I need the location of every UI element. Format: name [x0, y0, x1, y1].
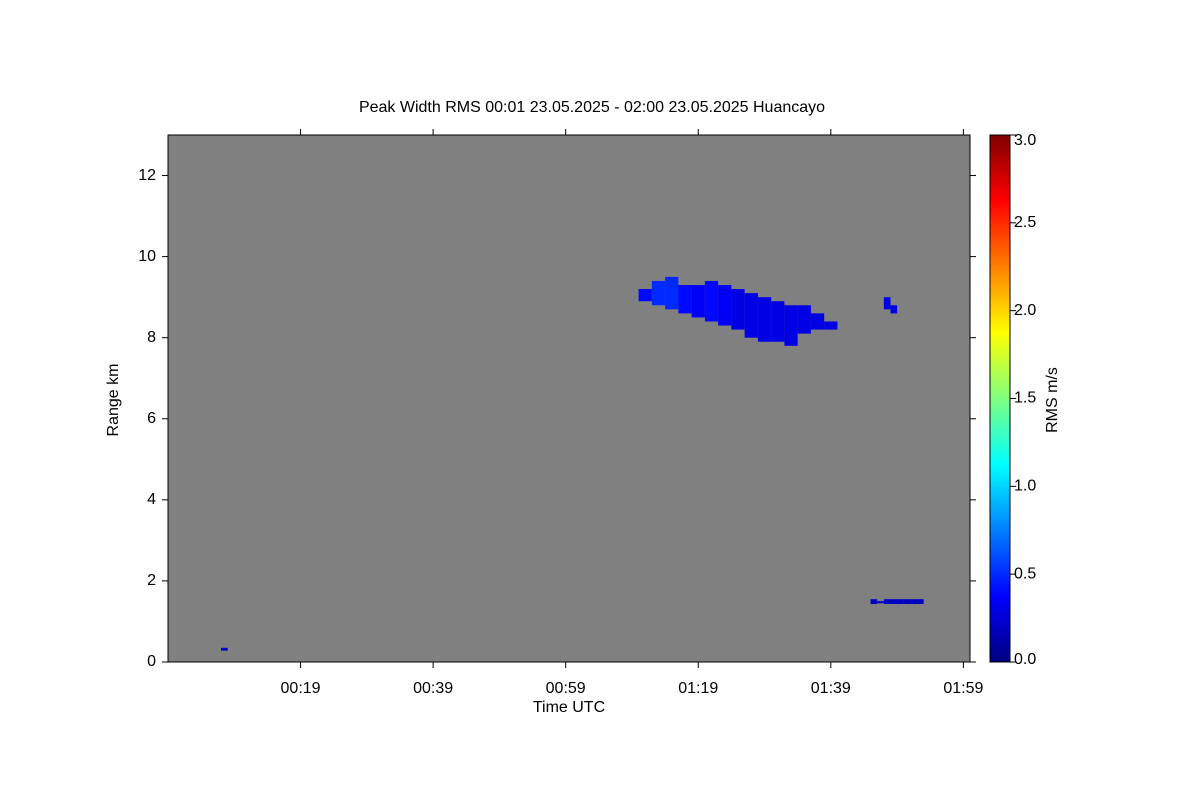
- x-tick-label: 01:19: [678, 680, 718, 697]
- echo-cell: [890, 599, 898, 605]
- colorbar-tick-label: 2.0: [1014, 302, 1036, 319]
- x-tick-label: 01:39: [811, 680, 851, 697]
- echo-cell: [910, 599, 917, 605]
- echo-cell: [757, 297, 772, 342]
- echo-cell: [665, 276, 679, 310]
- echo-cell: [718, 284, 732, 326]
- echo-cell: [810, 313, 825, 330]
- x-axis-label: Time UTC: [533, 699, 605, 716]
- y-tick-label: 10: [138, 248, 156, 265]
- echo-cell: [883, 599, 891, 605]
- echo-cell: [744, 293, 758, 338]
- colorbar-tick-label: 2.5: [1014, 214, 1036, 231]
- echo-cell: [731, 289, 745, 330]
- echo-cell: [784, 305, 798, 346]
- chart-title: Peak Width RMS 00:01 23.05.2025 - 02:00 …: [359, 99, 825, 116]
- echo-cell: [890, 305, 898, 314]
- y-tick-label: 4: [147, 491, 156, 508]
- echo-cell: [651, 280, 666, 306]
- colorbar: [989, 134, 1011, 663]
- x-tick-label: 00:59: [546, 680, 586, 697]
- echo-cell: [883, 297, 891, 310]
- colorbar-tick-label: 1.0: [1014, 478, 1036, 495]
- x-tick-label: 00:39: [413, 680, 453, 697]
- echo-cell: [897, 599, 904, 605]
- echo-cell: [877, 601, 884, 604]
- x-tick-label: 01:59: [943, 680, 983, 697]
- echo-cell: [221, 647, 228, 651]
- plot-frame: [167, 134, 971, 663]
- colorbar-tick-label: 3.0: [1014, 132, 1036, 149]
- echo-cell: [824, 321, 838, 330]
- colorbar-tick-label: 1.5: [1014, 390, 1036, 407]
- colorbar-tick-label: 0.5: [1014, 565, 1036, 582]
- echo-cell: [704, 280, 719, 322]
- plot-area: [168, 135, 970, 662]
- y-tick-label: 0: [147, 653, 156, 670]
- y-tick-label: 2: [147, 572, 156, 589]
- y-tick-label: 8: [147, 329, 156, 346]
- y-tick-label: 12: [138, 167, 156, 184]
- echo-cell: [678, 284, 692, 314]
- echo-cell: [916, 599, 924, 605]
- echo-cell: [638, 289, 652, 302]
- echo-cell: [903, 599, 911, 605]
- echo-cell: [771, 301, 785, 342]
- y-tick-label: 6: [147, 410, 156, 427]
- echo-cell: [870, 599, 878, 605]
- y-axis-label: Range km: [105, 364, 122, 437]
- echo-cell: [691, 284, 705, 318]
- x-tick-label: 00:19: [281, 680, 321, 697]
- colorbar-tick-label: 0.0: [1014, 651, 1036, 668]
- echo-cell: [797, 305, 811, 334]
- colorbar-label: RMS m/s: [1044, 367, 1061, 433]
